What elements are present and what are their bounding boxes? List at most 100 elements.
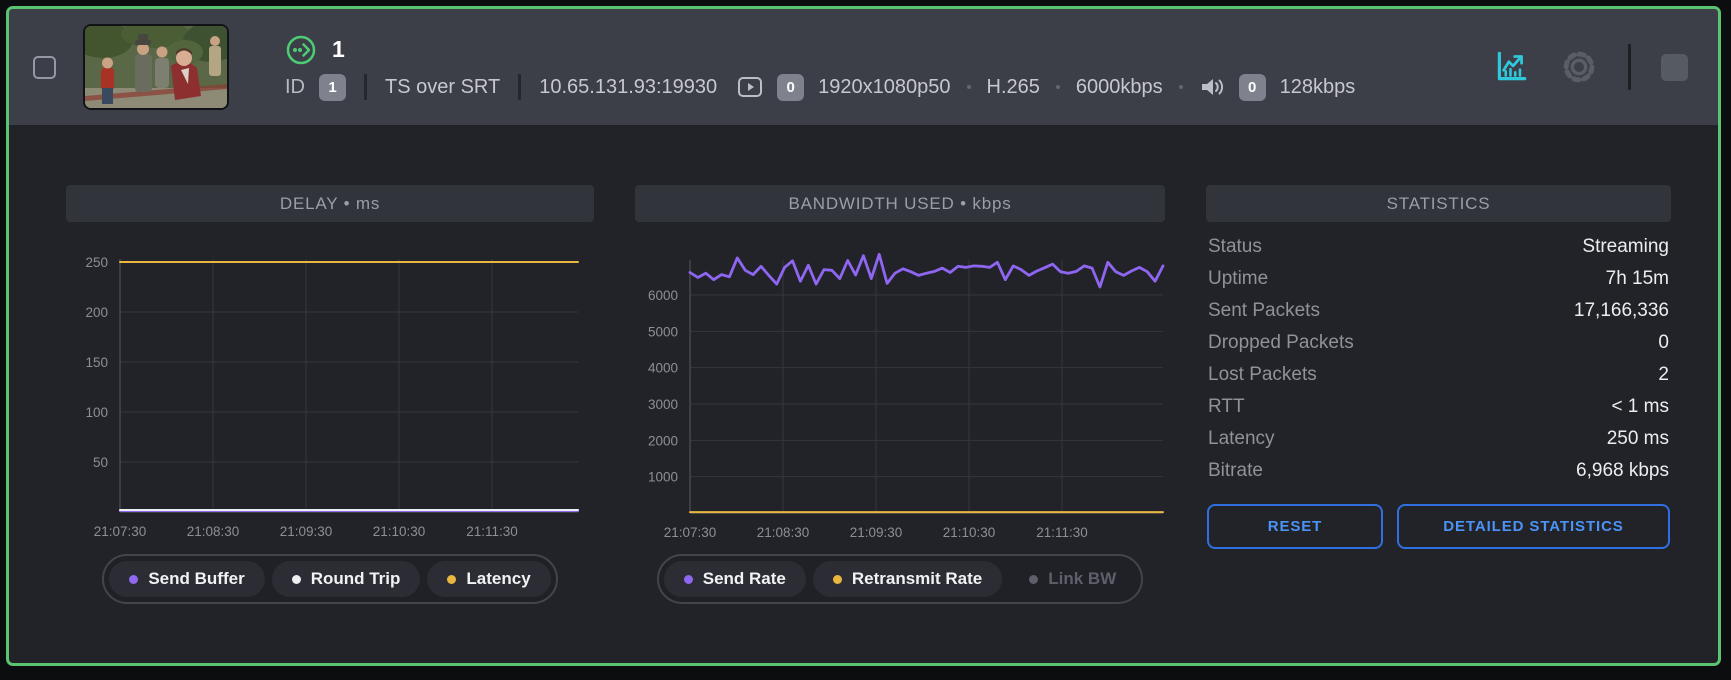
audio-icon xyxy=(1201,79,1223,95)
audio-track-badge: 0 xyxy=(1238,73,1266,101)
legend-dot xyxy=(1029,574,1039,584)
legend-item-send-rate[interactable]: Send Rate xyxy=(663,561,806,597)
svg-text:3000: 3000 xyxy=(648,397,678,412)
id-label: ID xyxy=(285,75,305,98)
video-thumbnail[interactable] xyxy=(83,24,229,110)
svg-text:21:10:30: 21:10:30 xyxy=(373,524,426,539)
svg-text:250: 250 xyxy=(85,255,108,270)
stream-address: 10.65.131.93:19930 xyxy=(539,75,718,98)
stat-row: Dropped Packets 0 xyxy=(1208,327,1669,359)
stat-label: Uptime xyxy=(1208,268,1269,289)
delay-chart: 21:07:30 21:08:30 21:09:30 21:10:30 21:11:30… xyxy=(85,255,579,539)
stop-button[interactable] xyxy=(1661,53,1688,81)
settings-button[interactable] xyxy=(1560,48,1598,86)
charts-toggle-button[interactable] xyxy=(1492,48,1530,86)
legend-label: Retransmit Rate xyxy=(851,569,983,588)
svg-text:21:11:30: 21:11:30 xyxy=(1036,525,1088,540)
stat-value: 6,968 kbps xyxy=(1576,460,1669,481)
svg-text:21:08:30: 21:08:30 xyxy=(757,525,810,540)
stat-label: Lost Packets xyxy=(1208,364,1317,385)
legend-item-send-buffer[interactable]: Send Buffer xyxy=(109,561,265,597)
stream-card: 1 ID 1 TS over SRT 10.65.131.93:19930 0 … xyxy=(6,6,1721,666)
detailed-statistics-button[interactable]: DETAILED STATISTICS xyxy=(1397,504,1670,549)
stream-header: 1 ID 1 TS over SRT 10.65.131.93:19930 0 … xyxy=(9,9,1718,125)
select-checkbox[interactable] xyxy=(33,55,56,79)
legend-label: Latency xyxy=(466,569,531,588)
svg-text:21:08:30: 21:08:30 xyxy=(187,524,240,539)
gear-icon xyxy=(1563,51,1595,83)
video-track-badge: 0 xyxy=(777,73,805,101)
codec-label: H.265 xyxy=(986,75,1040,98)
reset-button[interactable]: RESET xyxy=(1207,504,1383,549)
svg-text:6000: 6000 xyxy=(648,288,678,303)
protocol-label: TS over SRT xyxy=(385,75,501,98)
bandwidth-panel: BANDWIDTH USED • kbps 21:07:30 21:08:30 21… xyxy=(635,185,1165,604)
separator xyxy=(518,74,522,100)
svg-text:21:09:30: 21:09:30 xyxy=(280,524,333,539)
audio-bitrate-label: 128kbps xyxy=(1279,75,1356,98)
statistics-panel: STATISTICS Status Streaming Uptime 7h 15m Se… xyxy=(1206,185,1671,549)
stat-row: Uptime 7h 15m xyxy=(1208,263,1669,295)
video-icon xyxy=(738,77,763,97)
stat-row: Sent Packets 17,166,336 xyxy=(1208,295,1669,327)
delay-panel: DELAY • ms 21:07:30 21:08:30 21:09:30 21:10… xyxy=(66,185,594,604)
stat-row: Status Streaming xyxy=(1208,231,1669,263)
bandwidth-legend: Send Rate Retransmit Rate Link BW xyxy=(656,554,1144,604)
svg-text:1000: 1000 xyxy=(648,470,678,485)
stat-value: 7h 15m xyxy=(1605,268,1669,289)
svg-text:100: 100 xyxy=(85,405,108,420)
header-divider xyxy=(1628,44,1631,90)
legend-dot xyxy=(683,574,693,584)
stat-label: Status xyxy=(1208,236,1262,257)
legend-dot xyxy=(832,574,842,584)
line-chart-icon xyxy=(1497,51,1527,81)
svg-text:50: 50 xyxy=(93,455,108,470)
svg-text:21:07:30: 21:07:30 xyxy=(94,524,147,539)
svg-text:150: 150 xyxy=(85,355,108,370)
svg-text:21:11:30: 21:11:30 xyxy=(466,524,518,539)
stat-label: Bitrate xyxy=(1208,460,1263,481)
svg-text:5000: 5000 xyxy=(648,324,678,339)
resolution-label: 1920x1080p50 xyxy=(818,75,951,98)
stream-info: 1 ID 1 TS over SRT 10.65.131.93:19930 0 … xyxy=(285,34,1355,101)
statistics-panel-title: STATISTICS xyxy=(1206,185,1671,222)
svg-text:2000: 2000 xyxy=(648,433,678,448)
stat-value: Streaming xyxy=(1582,236,1669,257)
stat-value: 0 xyxy=(1658,332,1669,353)
legend-dot xyxy=(291,574,301,584)
legend-label: Round Trip xyxy=(310,569,401,588)
svg-text:4000: 4000 xyxy=(648,361,678,376)
stat-row: RTT < 1 ms xyxy=(1208,391,1669,423)
dot-separator xyxy=(1178,85,1183,89)
bandwidth-panel-title: BANDWIDTH USED • kbps xyxy=(635,185,1165,222)
legend-item-latency[interactable]: Latency xyxy=(427,561,551,597)
legend-item-round-trip[interactable]: Round Trip xyxy=(271,561,421,597)
legend-item-link-bw[interactable]: Link BW xyxy=(1009,561,1136,597)
separator xyxy=(364,74,367,100)
dot-separator xyxy=(966,85,971,89)
legend-item-retransmit-rate[interactable]: Retransmit Rate xyxy=(812,561,1003,597)
stat-value: < 1 ms xyxy=(1611,396,1669,417)
thumbnail-art xyxy=(85,26,227,108)
legend-label: Send Buffer xyxy=(148,569,245,588)
statistics-rows: Status Streaming Uptime 7h 15m Sent Packets 1… xyxy=(1206,222,1671,487)
legend-dot xyxy=(129,574,139,584)
stat-value: 17,166,336 xyxy=(1573,300,1669,321)
stat-value: 250 ms xyxy=(1606,428,1669,449)
legend-label: Send Rate xyxy=(702,569,786,588)
stat-row: Latency 250 ms xyxy=(1208,423,1669,455)
stat-label: Sent Packets xyxy=(1208,300,1320,321)
dot-separator xyxy=(1055,85,1060,89)
delay-panel-title: DELAY • ms xyxy=(66,185,594,222)
svg-text:200: 200 xyxy=(85,305,108,320)
stream-status-icon xyxy=(286,35,316,64)
legend-label: Link BW xyxy=(1048,569,1117,588)
stat-value: 2 xyxy=(1658,364,1669,385)
legend-dot xyxy=(447,574,457,584)
stat-label: Dropped Packets xyxy=(1208,332,1354,353)
stat-label: RTT xyxy=(1208,396,1245,417)
svg-text:21:09:30: 21:09:30 xyxy=(850,525,903,540)
stat-row: Bitrate 6,968 kbps xyxy=(1208,455,1669,487)
id-badge: 1 xyxy=(319,73,346,101)
svg-text:21:10:30: 21:10:30 xyxy=(943,525,996,540)
